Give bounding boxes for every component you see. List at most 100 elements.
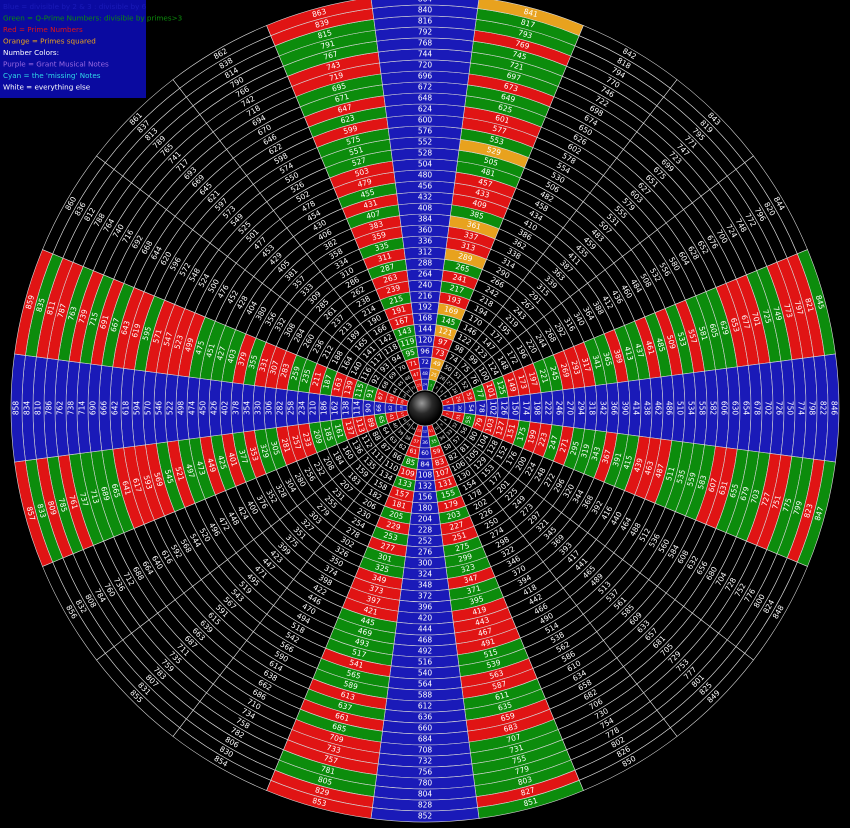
cell-number: 264 xyxy=(418,270,433,279)
cell-number: 683 xyxy=(503,721,519,733)
cell-number: 348 xyxy=(418,581,433,590)
cell-number: 377 xyxy=(237,449,249,465)
cell-number: 119 xyxy=(399,336,415,348)
cell-number: 359 xyxy=(371,230,387,242)
cell-number: 773 xyxy=(782,303,794,319)
cell-number: 349 xyxy=(371,573,387,585)
cell-number: 233 xyxy=(301,431,313,447)
cell-number: 125 xyxy=(495,379,507,395)
cell-number: 347 xyxy=(463,573,479,585)
cell-number: 791 xyxy=(320,39,336,51)
cell-number: 46 xyxy=(404,374,412,382)
cell-number: 34 xyxy=(439,434,447,442)
cell-number: 619 xyxy=(130,322,142,338)
cell-number: 162 xyxy=(331,401,340,416)
legend-box xyxy=(0,0,146,98)
cell-number: 277 xyxy=(380,541,396,553)
cell-number: 167 xyxy=(394,315,410,327)
cell-number: 151 xyxy=(505,423,517,439)
cell-number: 65 xyxy=(377,415,386,424)
cell-number: 175 xyxy=(515,426,527,442)
cell-number: 365 xyxy=(601,351,613,367)
cell-number: 402 xyxy=(221,401,230,416)
cell-number: 425 xyxy=(216,454,228,470)
cell-number: 293 xyxy=(569,360,581,376)
cell-number: 155 xyxy=(440,488,456,500)
cell-number: 121 xyxy=(437,325,453,337)
cell-number: 217 xyxy=(449,283,465,295)
cell-number: 90 xyxy=(364,403,373,413)
cell-number: 269 xyxy=(559,362,571,378)
cell-number: 708 xyxy=(418,746,433,755)
cell-number: 521 xyxy=(173,466,185,482)
cell-number: 564 xyxy=(418,680,433,689)
cell-number: 570 xyxy=(144,401,153,416)
cell-number: 797 xyxy=(793,300,805,316)
legend-entry: Cyan = the 'missing' Notes xyxy=(3,71,101,80)
cell-number: 22 xyxy=(411,385,416,390)
cell-number: 523 xyxy=(172,334,184,350)
cell-number: 30 xyxy=(456,405,462,411)
cell-number: 199 xyxy=(526,428,538,444)
cell-number: 221 xyxy=(538,368,550,384)
legend-entry: White = everything else xyxy=(3,83,91,92)
cell-number: 443 xyxy=(474,615,490,627)
cell-number: 552 xyxy=(418,138,433,147)
cell-number: 390 xyxy=(621,401,630,416)
cell-number: 31 xyxy=(455,413,462,420)
cell-number: 88 xyxy=(370,430,383,443)
cell-number: 805 xyxy=(317,775,333,787)
cell-number: 834 xyxy=(23,401,32,416)
cell-number: 76 xyxy=(468,373,481,386)
cell-number: 12 xyxy=(423,430,427,434)
cell-number: 294 xyxy=(577,401,586,416)
cell-number: 551 xyxy=(348,145,364,157)
cell-number: 353 xyxy=(248,446,260,462)
cell-number: 300 xyxy=(418,559,433,568)
cell-number: 479 xyxy=(357,177,373,189)
cell-number: 577 xyxy=(491,124,507,136)
cell-number: 69 xyxy=(388,371,398,381)
cell-number: 461 xyxy=(644,340,656,356)
cell-number: 407 xyxy=(365,209,381,221)
cell-number: 787 xyxy=(56,302,68,318)
cell-number: 2 xyxy=(435,385,439,389)
cell-number: 859 xyxy=(24,294,36,310)
cell-number: 72 xyxy=(421,359,429,366)
cell-number: 71 xyxy=(409,360,418,369)
cell-number: 41 xyxy=(388,414,395,421)
cell-number: 468 xyxy=(418,636,433,645)
cell-number: 563 xyxy=(488,668,504,680)
cell-number: 515 xyxy=(483,647,499,659)
cell-number: 9 xyxy=(440,422,444,426)
cell-number: 714 xyxy=(78,401,87,416)
cell-number: 481 xyxy=(480,166,496,178)
cell-number: 558 xyxy=(698,401,707,416)
cell-number: 197 xyxy=(527,371,539,387)
cell-number: 811 xyxy=(45,300,57,316)
cell-number: 557 xyxy=(686,328,698,344)
cell-number: 863 xyxy=(311,7,327,19)
cell-number: 703 xyxy=(749,488,761,504)
cell-number: 403 xyxy=(226,348,238,364)
cell-number: 677 xyxy=(739,314,751,330)
cell-number: 263 xyxy=(382,272,398,284)
cell-number: 295 xyxy=(569,440,581,456)
cell-number: 251 xyxy=(451,530,467,542)
cell-number: 240 xyxy=(418,281,433,290)
cell-number: 204 xyxy=(418,515,433,524)
cell-number: 684 xyxy=(418,735,433,744)
cell-number: 385 xyxy=(469,209,485,221)
cell-number: 360 xyxy=(418,226,433,235)
cell-number: 780 xyxy=(418,779,433,788)
cell-number: 32 xyxy=(451,421,459,429)
cell-number: 26 xyxy=(438,375,446,383)
cell-number: 505 xyxy=(483,155,499,167)
cell-number: 475 xyxy=(194,339,206,355)
cell-number: 491 xyxy=(480,636,496,648)
cell-number: 547 xyxy=(162,331,174,347)
cell-number: 384 xyxy=(418,215,433,224)
cell-number: 607 xyxy=(707,477,719,493)
cell-number: 180 xyxy=(418,504,433,513)
